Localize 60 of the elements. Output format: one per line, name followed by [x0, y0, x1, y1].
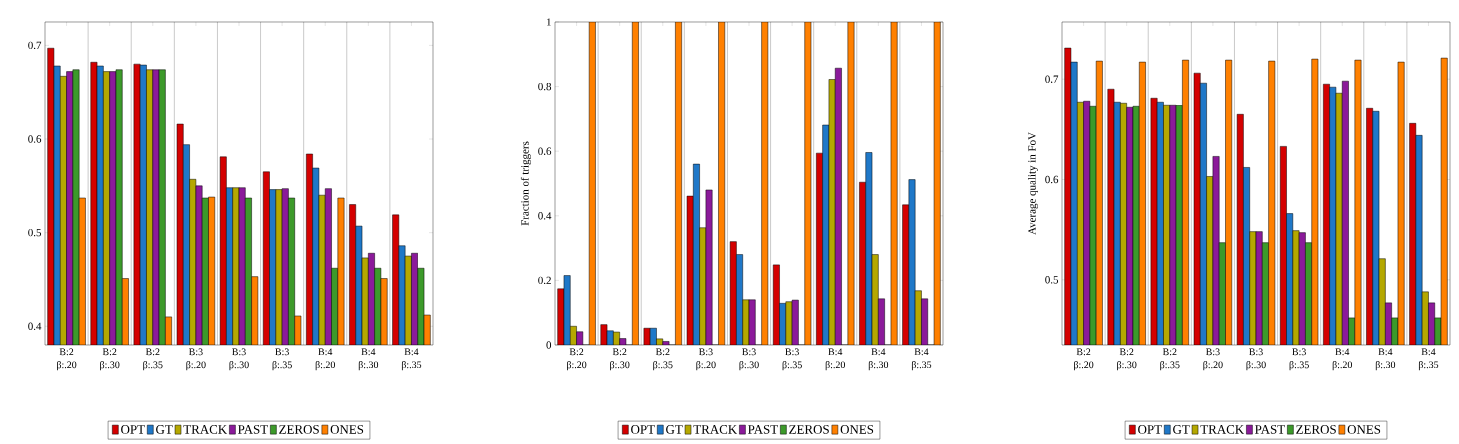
legend-label: OPT — [631, 425, 655, 434]
x-tick-label: B:3 β:.20 — [1203, 348, 1223, 371]
y-tick-label: 0.6 — [538, 147, 552, 155]
x-tick-label: B:4 β:.35 — [401, 348, 422, 371]
y-tick-label: 0.4 — [28, 322, 42, 330]
y-tick-label: 0 — [546, 341, 552, 349]
legend-label: OPT — [121, 425, 145, 434]
legend-label: PAST — [748, 425, 778, 434]
y-tick-label: 0.8 — [538, 82, 552, 91]
x-tick-label: B:2 β:.30 — [1117, 348, 1137, 371]
x-tick-label: B:3 β:.20 — [186, 348, 206, 371]
x-tick-label: B:3 β:.20 — [696, 348, 716, 371]
x-tick-label: B:4 β:.20 — [1332, 348, 1353, 371]
legend-label: ZEROS — [1296, 425, 1336, 434]
x-tick-label: B:2 β:.20 — [567, 348, 587, 371]
x-tick-label: B:4 β:.30 — [358, 348, 379, 371]
x-tick-label: B:4 β:.35 — [911, 348, 932, 371]
x-tick-label: B:2 β:.20 — [1074, 348, 1094, 371]
legend-label: ONES — [1347, 425, 1381, 434]
y-tick-label: 0.5 — [1045, 276, 1059, 284]
legend-label: PAST — [238, 425, 268, 434]
x-tick-label: B:2 β:.30 — [100, 348, 120, 371]
y-tick-label: 0.5 — [28, 228, 42, 237]
x-tick-label: B:2 β:.30 — [610, 348, 630, 371]
x-tick-label: B:4 β:.30 — [1375, 348, 1396, 371]
y-tick-label: 0.7 — [28, 41, 42, 50]
legend-label: TRACK — [1200, 425, 1245, 434]
x-tick-label: B:3 β:.30 — [1246, 348, 1266, 371]
legend-label: ONES — [840, 425, 874, 434]
x-tick-label: B:2 β:.35 — [653, 348, 673, 371]
legend-label: GT — [666, 425, 683, 434]
x-tick-label: B:4 β:.35 — [1418, 348, 1439, 371]
x-tick-label: B:4 β:.20 — [825, 348, 846, 371]
y-tick-label: 1 — [546, 18, 551, 26]
legend-label: GT — [156, 425, 173, 434]
x-tick-label: B:2 β:.35 — [1160, 348, 1180, 371]
legend-label: TRACK — [183, 425, 228, 434]
y-axis-title: Fraction of triggers — [520, 141, 531, 226]
legend-label: ZEROS — [279, 425, 319, 434]
y-tick-label: 0.6 — [1045, 175, 1059, 184]
x-tick-label: B:2 β:.20 — [57, 348, 77, 371]
legend-label: ONES — [330, 425, 364, 434]
y-tick-label: 0.6 — [28, 135, 42, 143]
x-tick-label: B:2 β:.35 — [143, 348, 163, 371]
y-axis-title: Average quality in FoV — [1028, 132, 1038, 235]
x-tick-label: B:3 β:.35 — [782, 348, 802, 371]
x-tick-label: B:4 β:.20 — [315, 348, 335, 371]
legend-label: TRACK — [693, 425, 738, 434]
x-tick-label: B:3 β:.35 — [272, 348, 292, 371]
legend-label: PAST — [1255, 425, 1285, 434]
legend-label: ZEROS — [789, 425, 829, 434]
legend-label: OPT — [1138, 425, 1162, 434]
y-tick-label: 0.2 — [538, 276, 551, 285]
y-tick-label: 0.4 — [538, 212, 552, 220]
x-tick-label: B:4 β:.30 — [868, 348, 889, 371]
y-tick-label: 0.7 — [1045, 75, 1059, 83]
x-tick-label: B:3 β:.35 — [1289, 348, 1309, 371]
x-tick-label: B:3 β:.30 — [739, 348, 759, 371]
legend-label: GT — [1173, 425, 1190, 434]
x-tick-label: B:3 β:.30 — [229, 348, 249, 371]
